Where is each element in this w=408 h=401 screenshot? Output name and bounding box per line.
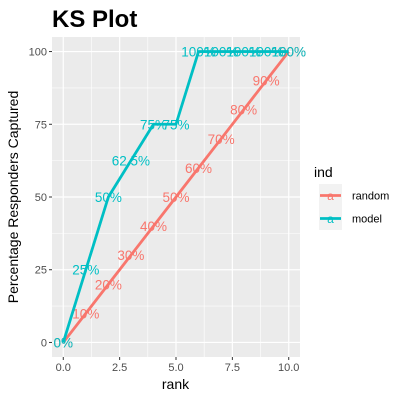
series-line-model (61, 50, 289, 343)
y-tick-label: 75 (35, 119, 47, 131)
data-label-model: 100% (249, 45, 284, 60)
data-label-random: 0% (54, 335, 74, 350)
x-axis-title: rank (162, 376, 190, 392)
legend-label-random: random (352, 191, 389, 203)
y-tick-label: 50 (35, 192, 47, 204)
series-line-random (62, 50, 290, 344)
x-tick-label: 7.5 (225, 362, 240, 374)
legend-key-glyph-random: a (327, 189, 334, 203)
y-tick-label: 0 (41, 337, 47, 349)
data-label-model: 75% (162, 117, 189, 132)
data-label-model: 62.5% (112, 154, 150, 169)
data-label-model: 100% (181, 45, 216, 60)
data-label-model: 100% (226, 45, 261, 60)
legend-label-model: model (352, 214, 382, 226)
data-label-model: 50% (95, 190, 122, 205)
data-label-model: 100% (204, 45, 239, 60)
x-tick-label: 0.0 (56, 362, 71, 374)
y-axis-title: Percentage Responders Captured (5, 91, 21, 303)
x-tick-label: 5.0 (168, 362, 183, 374)
data-label-random: 50% (162, 190, 189, 205)
data-label-random: 90% (253, 74, 280, 89)
data-label-model: 0% (54, 335, 74, 350)
data-label-random: 20% (95, 277, 122, 292)
data-label-random: 30% (117, 248, 144, 263)
legend-title: ind (314, 164, 333, 180)
data-label-model: 100% (271, 45, 306, 60)
plot-panel: 0%10%20%30%40%50%60%70%80%90%100%0%25%50… (52, 37, 306, 357)
y-tick-label: 25 (35, 265, 47, 277)
data-label-model: 25% (72, 263, 99, 278)
data-label-random: 60% (185, 161, 212, 176)
legend: ind a random a model (314, 164, 389, 230)
data-label-model: 75% (140, 117, 167, 132)
x-tick-label: 10.0 (278, 362, 299, 374)
data-label-random: 40% (140, 219, 167, 234)
legend-key-glyph-model: a (327, 212, 334, 226)
x-tick-label: 2.5 (112, 362, 127, 374)
data-label-random: 10% (72, 306, 99, 321)
chart-title: KS Plot (52, 6, 137, 33)
axes: 0.0 2.5 5.0 7.5 10.0 0 25 50 75 100 (29, 47, 300, 374)
y-tick-label: 100 (29, 47, 47, 59)
data-label-random: 80% (230, 103, 257, 118)
data-label-random: 70% (208, 132, 235, 147)
